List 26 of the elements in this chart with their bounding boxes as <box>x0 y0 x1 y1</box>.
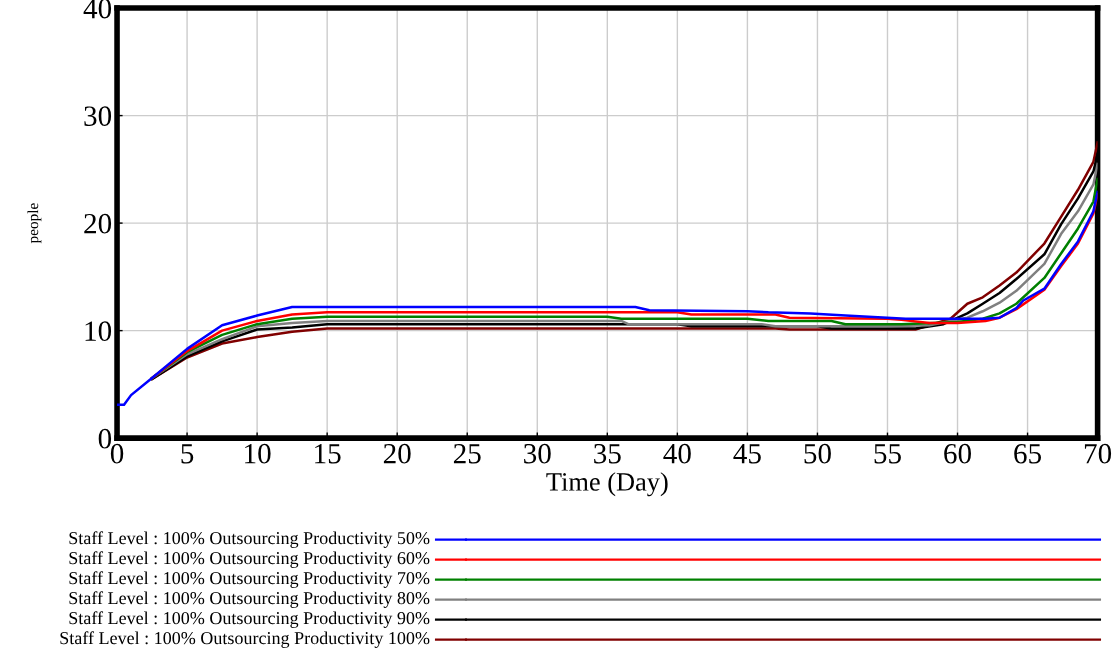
x-tick-label: 35 <box>594 443 621 464</box>
y-tick-label: 0 <box>98 428 112 449</box>
x-tick-label: 5 <box>181 444 194 464</box>
y-tick-label: 20 <box>84 213 112 234</box>
legend-label: Staff Level : 100% Outsourcing Productivity 90% <box>69 611 430 628</box>
legend-label: Staff Level : 100% Outsourcing Productivity 70% <box>69 571 430 588</box>
x-tick-label: 30 <box>524 443 551 464</box>
x-axis-title: Time (Day) <box>546 472 668 497</box>
x-tick-label: 25 <box>453 443 481 464</box>
x-tick-label: 10 <box>245 443 271 464</box>
y-tick-label: 10 <box>85 321 112 342</box>
legend-label: Staff Level : 100% Outsourcing Productivity 60% <box>69 551 430 568</box>
x-tick-label: 40 <box>663 443 691 464</box>
x-tick-label: 70 <box>1084 443 1112 464</box>
y-axis-title: people <box>27 203 42 244</box>
x-tick-label: 50 <box>804 443 831 464</box>
legend-label: Staff Level : 100% Outsourcing Productivity 100% <box>60 631 430 648</box>
x-tick-label: 45 <box>733 444 761 464</box>
legend-label: Staff Level : 100% Outsourcing Productivity 80% <box>69 591 430 608</box>
x-tick-label: 55 <box>874 444 901 464</box>
x-tick-label: 15 <box>315 443 341 464</box>
x-tick-label: 60 <box>944 443 971 464</box>
y-tick-label: 30 <box>84 106 112 126</box>
x-tick-label: 65 <box>1014 443 1041 464</box>
x-tick-label: 20 <box>383 443 411 464</box>
legend-label: Staff Level : 100% Outsourcing Productivity 50% <box>69 531 430 548</box>
